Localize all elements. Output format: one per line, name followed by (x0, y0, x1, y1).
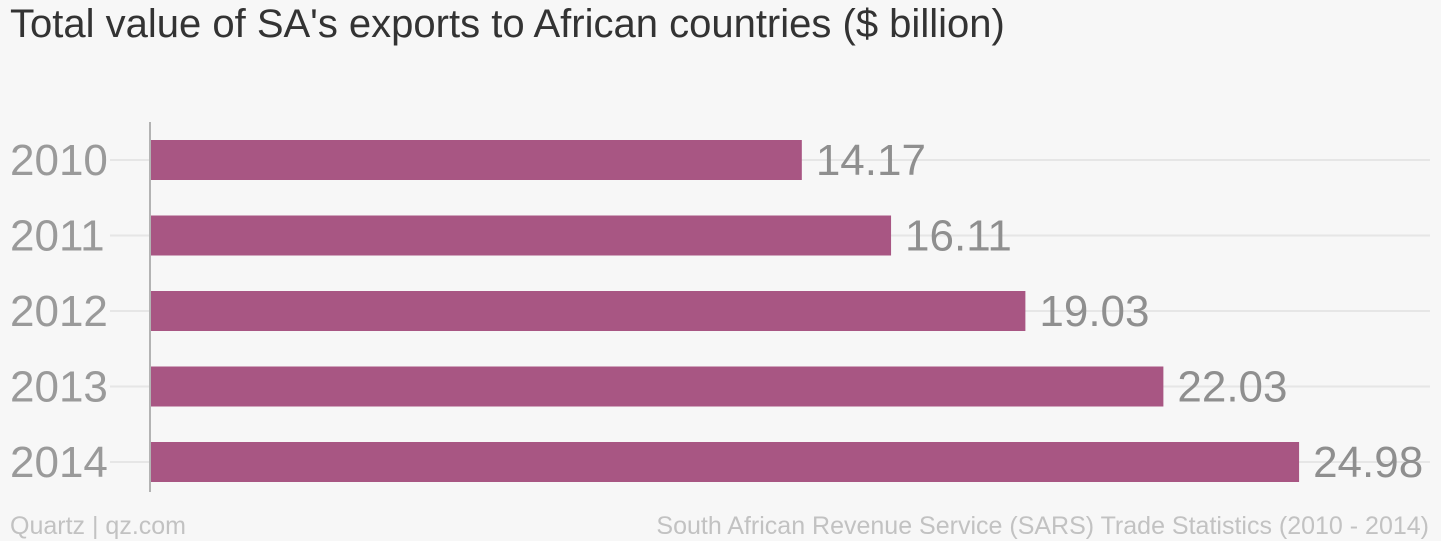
footer-source: South African Revenue Service (SARS) Tra… (656, 512, 1429, 540)
data-label-2010: 14.17 (816, 136, 926, 185)
y-tick-labels: 2010 2011 2012 2013 2014 (10, 136, 108, 487)
y-tick-label-2013: 2013 (10, 363, 108, 412)
bar-2011 (150, 215, 892, 256)
data-label-2013: 22.03 (1177, 363, 1287, 412)
data-labels: 14.17 16.11 19.03 22.03 24.98 (816, 136, 1423, 487)
bar-2010 (150, 140, 802, 180)
chart-title: Total value of SA's exports to African c… (10, 2, 1005, 46)
y-tick-label-2010: 2010 (10, 136, 108, 185)
y-tick-label-2014: 2014 (10, 438, 108, 487)
data-label-2012: 19.03 (1039, 287, 1149, 336)
y-tick-label-2011: 2011 (10, 212, 105, 261)
y-tick-label-2012: 2012 (10, 287, 108, 336)
bar-2013 (150, 366, 1164, 407)
bar-2012 (150, 291, 1026, 331)
footer-credit: Quartz | qz.com (10, 512, 186, 540)
bars (150, 140, 1300, 482)
data-label-2011: 16.11 (905, 212, 1012, 261)
data-label-2014: 24.98 (1313, 438, 1423, 487)
bar-2014 (150, 442, 1300, 482)
